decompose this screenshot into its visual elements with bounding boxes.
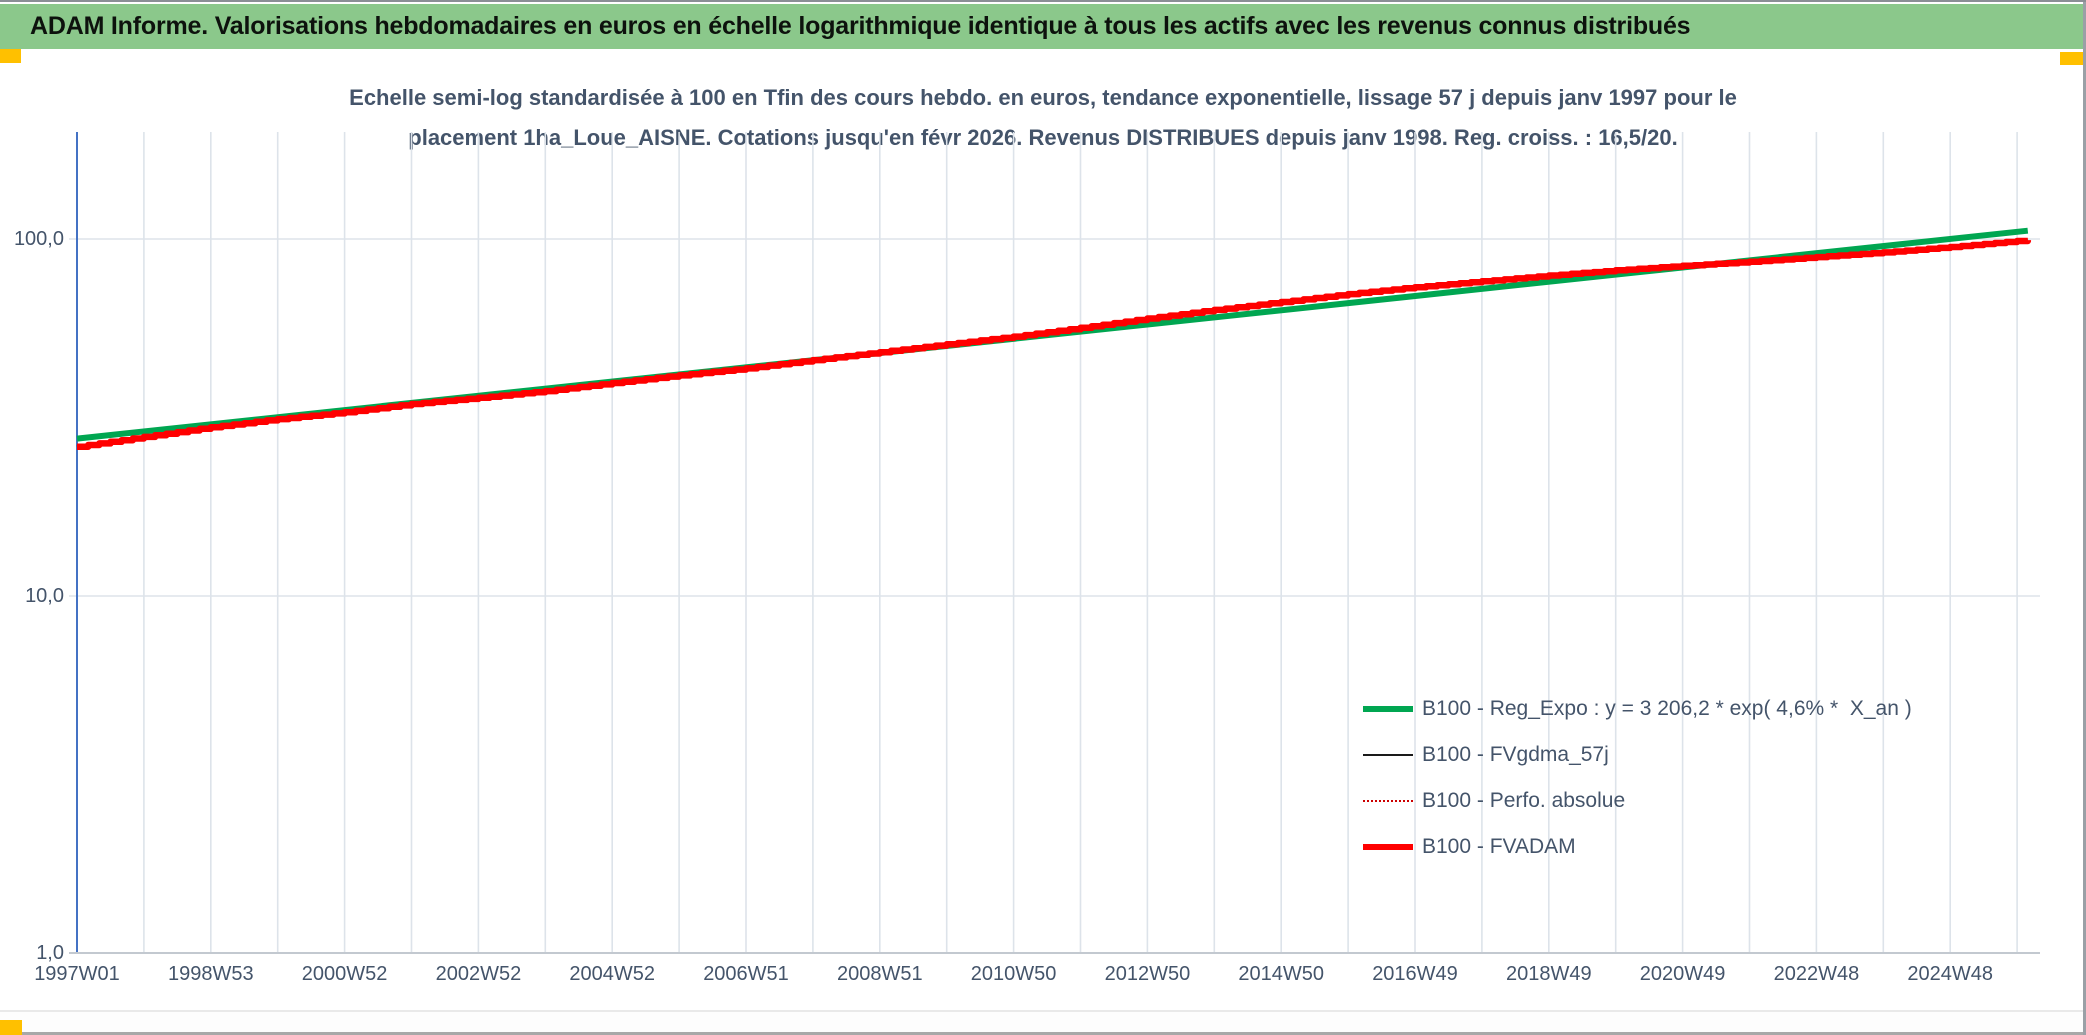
chart-legend: B100 - Reg_Expo : y = 3 206,2 * exp( 4,6… xyxy=(1363,686,1912,870)
chart-title-line2: placement 1ha_Loue_AISNE. Cotations jusq… xyxy=(408,125,1678,150)
accent-marker-top-right xyxy=(2060,52,2083,65)
chart-title: Echelle semi-log standardisée à 100 en T… xyxy=(0,78,2086,158)
chart-area: Echelle semi-log standardisée à 100 en T… xyxy=(0,64,2086,1010)
legend-entry: B100 - Perfo. absolue xyxy=(1363,778,1912,824)
legend-entry: B100 - Reg_Expo : y = 3 206,2 * exp( 4,6… xyxy=(1363,686,1912,732)
series-fvgdma-57j xyxy=(76,238,2028,448)
legend-entry: B100 - FVgdma_57j xyxy=(1363,732,1912,778)
legend-swatch-fvgdma-57j xyxy=(1363,754,1413,756)
report-title: ADAM Informe. Valorisations hebdomadaire… xyxy=(30,12,1691,40)
window-right-border xyxy=(2083,2,2086,1035)
plot-canvas xyxy=(69,132,2040,954)
accent-marker-bottom-left xyxy=(0,1020,22,1035)
footer-strip xyxy=(0,1010,2086,1035)
legend-label-fvadam: B100 - FVADAM xyxy=(1422,835,1576,858)
series-perfo-absolue xyxy=(76,238,2028,448)
report-title-bar: ADAM Informe. Valorisations hebdomadaire… xyxy=(0,4,2083,49)
accent-marker-top-left xyxy=(0,49,21,63)
legend-label-reg-expo: B100 - Reg_Expo : y = 3 206,2 * exp( 4,6… xyxy=(1422,697,1912,720)
series-fvadam xyxy=(77,237,2032,450)
legend-label-perfo-absolue: B100 - Perfo. absolue xyxy=(1422,789,1626,812)
legend-swatch-perfo-absolue xyxy=(1363,800,1413,802)
chart-title-line1: Echelle semi-log standardisée à 100 en T… xyxy=(349,85,1737,110)
legend-label-fvgdma-57j: B100 - FVgdma_57j xyxy=(1422,743,1609,766)
legend-swatch-fvadam xyxy=(1363,844,1413,850)
legend-entry: B100 - FVADAM xyxy=(1363,824,1912,870)
legend-swatch-reg-expo xyxy=(1363,706,1413,712)
